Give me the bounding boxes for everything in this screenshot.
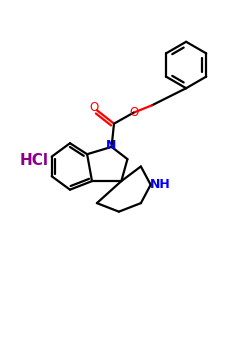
Text: N: N <box>106 139 117 152</box>
Text: NH: NH <box>150 178 170 191</box>
Text: O: O <box>89 101 99 114</box>
Text: HCl: HCl <box>20 153 49 168</box>
Text: O: O <box>130 106 139 119</box>
